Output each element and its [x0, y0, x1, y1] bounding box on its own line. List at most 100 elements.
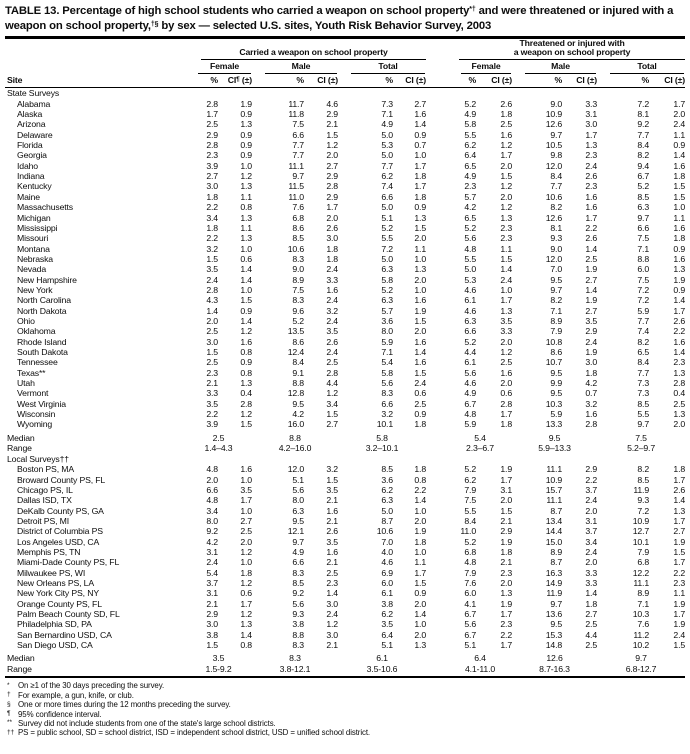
- percent-value-cell: 4.6: [464, 378, 477, 388]
- ci-value-cell: 1.7: [500, 409, 513, 420]
- percent-value-cell: 2.2: [206, 202, 218, 213]
- table-row: North Dakota 1.4 0.9 9.6 3.2 5.7 1.9 4.6 1.3 7.1 2…: [5, 306, 685, 316]
- ci-value-cell: 1.2: [240, 326, 252, 337]
- table-row: New Orleans PS, LA 3.7 1.2 8.5 2.3 6.0 1.5 7.6 2…: [5, 578, 685, 588]
- ci-value-cell: 1.0: [414, 505, 427, 516]
- percent-value-cell: 4.0: [381, 547, 393, 557]
- percent-value-cell: 8.2: [550, 202, 563, 213]
- percent-value-cell: 4.8: [464, 243, 477, 254]
- ci-value-cell: 1.4: [414, 119, 427, 130]
- ci-value-cell: 1.0: [240, 474, 252, 485]
- percent-value-cell: 7.6: [292, 202, 304, 213]
- ci-value-cell: 1.4: [585, 284, 598, 295]
- plus-minus-label: (±): [325, 74, 338, 85]
- gap-cell: [426, 233, 448, 243]
- percent-value-cell: 10.9: [545, 474, 563, 485]
- percent-value-cell: 9.5: [550, 274, 563, 285]
- ci-value-cell: 0.8: [414, 474, 427, 485]
- ci-value-cell: 1.6: [326, 284, 338, 295]
- ci-value-cell: 2.0: [500, 578, 513, 589]
- percent-value-cell: 2.2: [206, 233, 218, 244]
- ci-value-cell: 1.5: [326, 409, 338, 420]
- site-cell: New York City PS, NY: [17, 588, 99, 599]
- percent-value-cell: 4.3: [206, 295, 218, 306]
- ci-value-cell: 1.5: [673, 191, 686, 202]
- site-cell: Maine: [17, 191, 40, 202]
- table-row: Alabama 2.8 1.9 11.7 4.6 7.3 2.7 5.2 2.6 9.0 3.3 7.…: [5, 99, 685, 109]
- ci-value-cell: 1.3: [673, 264, 686, 275]
- ci-value-cell: 1.9: [500, 464, 513, 475]
- percent-value-cell: 11.1: [633, 578, 650, 589]
- ci-value-cell: 3.3: [585, 567, 598, 578]
- percent-value-cell: 8.9: [637, 588, 650, 599]
- ci-value-cell: 2.7: [326, 160, 338, 171]
- site-cell: Los Angeles USD, CA: [17, 536, 100, 547]
- gap-cell: [426, 485, 448, 495]
- site-cell: San Diego USD, CA: [17, 640, 93, 651]
- ci-value-cell: 1.5: [414, 578, 427, 589]
- percent-value-cell: 9.2: [292, 588, 304, 599]
- ci-value-cell: 1.0: [500, 284, 513, 295]
- ci-value-cell: 1.7: [673, 305, 686, 316]
- table-row: Philadelphia SD, PA 3.0 1.3 3.8 1.2 3.5 1.0 5.6…: [5, 619, 685, 629]
- percent-value-cell: 8.1: [637, 109, 650, 120]
- table-row: Georgia 2.3 0.9 7.7 2.0 5.0 1.0 6.4 1.7 9.8 2.3 8.2…: [5, 150, 685, 160]
- ci-value-cell: 0.8: [240, 640, 252, 651]
- percent-value-cell: 1.5: [206, 640, 218, 651]
- percent-value-cell: 6.2: [381, 171, 393, 182]
- ci-footnote-marker: ¶: [236, 75, 240, 83]
- percent-value-cell: 12.1: [287, 526, 304, 537]
- percent-value-cell: 8.5: [381, 464, 393, 475]
- gap-cell: [426, 537, 448, 547]
- median-value-cell: 5.4: [474, 432, 486, 443]
- ci-value-cell: 1.8: [500, 419, 513, 430]
- percent-value-cell: 1.5: [206, 253, 218, 264]
- ci-value-cell: 1.2: [240, 409, 252, 420]
- median-value-cell: 8.8: [289, 432, 301, 443]
- ci-value-cell: 0.4: [673, 388, 686, 399]
- ci-value-cell: 1.8: [326, 253, 338, 264]
- ci-value-cell: 2.8: [326, 367, 338, 378]
- ci-value-cell: 1.5: [326, 129, 338, 140]
- percent-value-cell: 2.5: [206, 119, 218, 130]
- percent-value-cell: 8.9: [550, 315, 563, 326]
- percent-value-cell: 10.1: [632, 536, 650, 547]
- female-label: Female: [461, 61, 512, 74]
- ci-value-cell: 1.2: [326, 619, 338, 630]
- ci-value-cell: 2.8: [673, 378, 686, 388]
- percent-value-cell: 6.1: [381, 588, 393, 599]
- ci-column-header: CI (±): [562, 73, 597, 88]
- percent-value-cell: 5.2: [464, 536, 477, 547]
- ci-value-cell: 2.4: [585, 495, 598, 506]
- site-cell: Dallas ISD, TX: [17, 495, 72, 506]
- site-cell: Wisconsin: [17, 409, 56, 420]
- gap-cell: [426, 568, 448, 578]
- percent-value-cell: 6.6: [292, 129, 304, 140]
- percent-value-cell: 6.0: [637, 264, 650, 275]
- ci-value-cell: 1.6: [414, 336, 427, 347]
- ci-value-cell: 1.6: [414, 295, 427, 306]
- percent-value-cell: 7.5: [292, 119, 304, 130]
- ci-value-cell: 0.6: [500, 388, 513, 399]
- percent-column-header: %: [448, 73, 476, 88]
- ci-value-cell: 2.5: [500, 357, 513, 368]
- percent-value-cell: 8.3: [292, 567, 304, 578]
- percent-value-cell: 11.7: [288, 98, 304, 109]
- percent-value-cell: 6.5: [464, 160, 477, 171]
- gap-cell: [426, 264, 448, 274]
- site-cell: Alabama: [17, 98, 51, 109]
- percent-value-cell: 10.6: [287, 243, 304, 254]
- percent-value-cell: 8.3: [292, 295, 304, 306]
- range-value-cell: 2.3–6.7: [466, 443, 494, 454]
- percent-value-cell: 5.2: [381, 222, 393, 233]
- site-cell: Michigan: [17, 212, 51, 223]
- ci-value-cell: 1.2: [326, 140, 338, 151]
- site-cell: Boston PS, MA: [17, 464, 74, 475]
- gap-cell: [426, 39, 448, 61]
- ci-value-cell: 1.2: [240, 171, 252, 182]
- percent-value-cell: 9.6: [292, 305, 304, 316]
- table-row: South Dakota 1.5 0.8 12.4 2.4 7.1 1.4 4.4 1.2 8.6…: [5, 347, 685, 357]
- percent-value-cell: 9.7: [550, 129, 563, 140]
- gap-cell: [426, 244, 448, 254]
- ci-value-cell: 1.9: [673, 619, 686, 630]
